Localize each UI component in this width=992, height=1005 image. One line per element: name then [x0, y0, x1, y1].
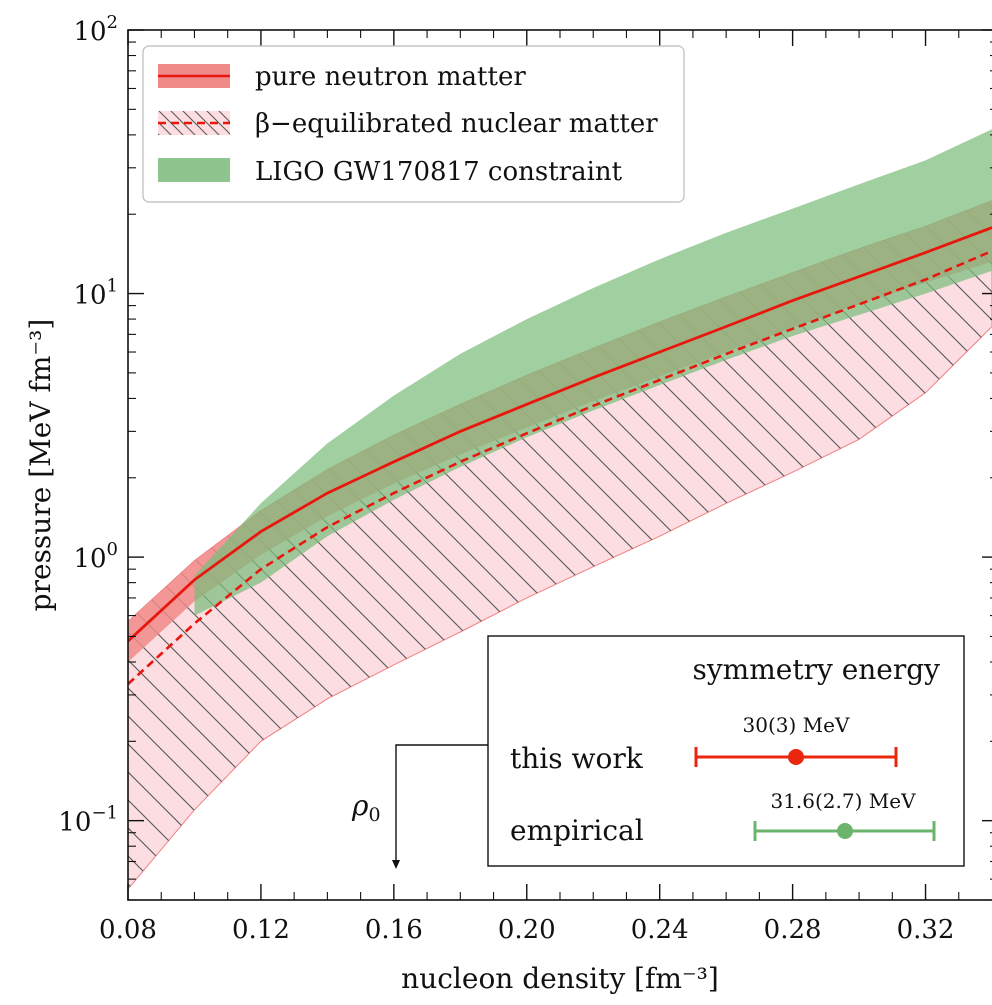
inset-title: symmetry energy: [692, 653, 940, 686]
x-tick-label: 0.24: [631, 915, 689, 945]
legend-item-ligo: LIGO GW170817 constraint: [158, 157, 623, 187]
x-tick-label: 0.16: [365, 915, 423, 945]
rho0-annotation: ρ0: [351, 744, 488, 869]
symmetry-energy-inset: symmetry energy this work 30(3) MeV empi…: [487, 635, 965, 867]
inset-box: [487, 635, 965, 867]
legend-box: [142, 45, 685, 203]
x-axis-label: nucleon density [fm⁻³]: [401, 962, 719, 995]
y-tick-label: 101: [73, 276, 118, 311]
legend-item-pure-neutron-matter: pure neutron matter: [158, 62, 526, 92]
legend-swatch-hatch: [158, 111, 230, 135]
ticks-layer: [127, 29, 992, 901]
legend-label: β−equilibrated nuclear matter: [255, 109, 658, 139]
y-tick-label: 100: [73, 539, 118, 574]
rho0-arrowhead: [392, 860, 400, 869]
inset-row-label-this-work: this work: [510, 742, 644, 775]
x-tick-label: 0.08: [99, 915, 157, 945]
errorbar-point: [837, 823, 853, 839]
legend-swatch-band: [158, 158, 230, 182]
legend: pure neutron matter β−equilibrated nucle…: [142, 45, 685, 203]
tick-labels-layer: 0.08 0.12 0.16 0.20 0.24 0.28 0.32 10−1 100 101 10…: [58, 12, 954, 945]
x-tick-label: 0.12: [232, 915, 290, 945]
rho0-arrow: [395, 744, 488, 862]
plot-frame: [127, 29, 992, 901]
rho0-label: ρ0: [351, 789, 381, 826]
inset-value-label-this-work: 30(3) MeV: [743, 713, 850, 737]
x-tick-label: 0.20: [498, 915, 556, 945]
y-tick-label: 10−1: [58, 803, 118, 838]
y-tick-label: 102: [73, 12, 118, 47]
rho0-subscript: 0: [368, 804, 380, 826]
legend-label: pure neutron matter: [255, 62, 526, 92]
x-tick-label: 0.32: [897, 915, 955, 945]
errorbar-point: [788, 749, 804, 765]
line-pure-neutron-matter: [128, 226, 992, 643]
inset-row-label-empirical: empirical: [510, 814, 644, 847]
errorbar-this-work: [694, 747, 898, 767]
line-beta-equilibrated: [128, 249, 992, 685]
legend-label: LIGO GW170817 constraint: [255, 157, 623, 187]
legend-item-beta-equilibrated: β−equilibrated nuclear matter: [158, 109, 658, 139]
y-axis-label: pressure [MeV fm⁻³]: [24, 319, 57, 612]
rho0-symbol: ρ: [351, 789, 369, 822]
lines-layer: [128, 226, 992, 685]
plot-area: [128, 129, 992, 890]
inset-value-label-empirical: 31.6(2.7) MeV: [770, 789, 916, 813]
band-beta-equilibrated-hatch: [128, 200, 992, 890]
errorbar-empirical: [753, 821, 936, 841]
x-tick-label: 0.28: [764, 915, 822, 945]
